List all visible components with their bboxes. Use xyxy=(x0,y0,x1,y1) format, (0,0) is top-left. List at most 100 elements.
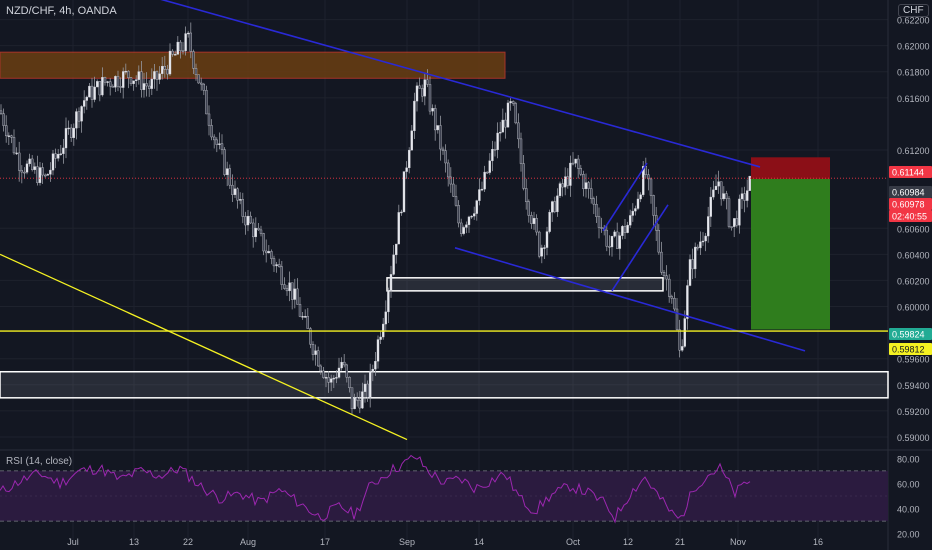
candle-up xyxy=(436,125,439,131)
candle-up xyxy=(629,215,632,226)
candle-up xyxy=(288,282,291,292)
candle-down xyxy=(220,143,224,150)
zone-box[interactable] xyxy=(386,277,664,292)
candle-up xyxy=(124,70,128,73)
candle-down xyxy=(678,329,681,351)
symbol-label[interactable]: NZD/CHF xyxy=(6,5,54,17)
candle-up xyxy=(275,264,278,267)
time-tick-label: 22 xyxy=(183,537,193,547)
candle-down xyxy=(145,83,148,87)
chart-header: NZD/CHF, 4h, OANDA xyxy=(6,5,117,17)
zone-box[interactable] xyxy=(0,370,889,399)
candle-up xyxy=(38,167,42,183)
price-badge-level xyxy=(889,343,932,355)
zone-target[interactable] xyxy=(751,178,830,330)
candle-up xyxy=(480,188,484,191)
candle-down xyxy=(212,136,216,141)
line-trend[interactable] xyxy=(602,162,648,232)
candle-down xyxy=(54,153,57,159)
zone-supply[interactable] xyxy=(0,51,506,79)
candle-up xyxy=(150,78,154,89)
candle-up xyxy=(631,210,634,216)
candle-down xyxy=(600,227,603,229)
line-support[interactable] xyxy=(0,253,408,441)
candle-up xyxy=(707,216,710,237)
candle-up xyxy=(564,176,567,188)
candle-down xyxy=(291,282,294,300)
time-tick-label: 21 xyxy=(675,537,685,547)
candle-up xyxy=(33,166,36,170)
candle-down xyxy=(426,79,429,85)
candle-down xyxy=(278,264,281,267)
rsi-label[interactable]: RSI (14, close) xyxy=(6,456,73,467)
candle-up xyxy=(363,383,367,392)
candle-down xyxy=(696,246,699,249)
candle-up xyxy=(551,201,554,213)
candle-up xyxy=(496,132,499,150)
candle-up xyxy=(301,316,304,318)
candle-down xyxy=(657,230,660,253)
candle-down xyxy=(356,397,359,401)
candle-up xyxy=(395,243,398,256)
candle-up xyxy=(540,247,543,257)
rsi-pane xyxy=(0,454,888,524)
rsi-series xyxy=(0,454,751,524)
candle-down xyxy=(514,103,517,124)
candle-down xyxy=(270,251,273,259)
candle-down xyxy=(449,176,452,185)
candle-down xyxy=(348,377,351,388)
candle-down xyxy=(283,284,286,289)
line-trend[interactable] xyxy=(611,204,669,292)
candle-down xyxy=(155,71,159,80)
candle-down xyxy=(210,125,213,138)
candle-down xyxy=(561,183,564,188)
timeframe-label[interactable]: 4h xyxy=(59,5,72,17)
candle-down xyxy=(691,259,694,270)
drawing-zones[interactable] xyxy=(0,51,889,399)
candle-down xyxy=(231,184,234,195)
candle-up xyxy=(405,167,408,172)
candle-up xyxy=(415,85,419,102)
candle-up xyxy=(683,318,686,347)
candle-down xyxy=(444,150,447,164)
zone-stop[interactable] xyxy=(751,157,830,179)
candle-up xyxy=(132,80,135,84)
candle-up xyxy=(184,33,187,52)
candle-up xyxy=(379,336,382,340)
separator: , xyxy=(71,5,78,17)
candle-down xyxy=(280,266,283,285)
candle-down xyxy=(223,149,226,175)
candle-down xyxy=(486,171,489,174)
currency-badge[interactable]: CHF xyxy=(898,4,929,17)
candle-down xyxy=(236,188,239,201)
line-trend[interactable] xyxy=(454,247,806,352)
candle-down xyxy=(18,152,21,171)
candle-up xyxy=(293,288,296,300)
rsi-band xyxy=(0,470,888,522)
candle-down xyxy=(205,90,208,115)
candle-down xyxy=(31,158,34,170)
price-tick-label: 0.60000 xyxy=(897,303,930,313)
rsi-tick-label: 20.00 xyxy=(897,530,920,540)
candle-up xyxy=(28,158,31,165)
candle-down xyxy=(345,364,348,378)
candle-down xyxy=(306,316,309,329)
time-tick-label: 14 xyxy=(474,537,484,547)
candle-down xyxy=(538,231,541,257)
price-badge-countdown xyxy=(889,210,932,222)
time-tick-label: 17 xyxy=(320,537,330,547)
candle-down xyxy=(595,203,598,217)
candle-down xyxy=(434,108,437,131)
price-tick-label: 0.62000 xyxy=(897,42,930,52)
candle-down xyxy=(179,41,182,52)
candle-down xyxy=(309,328,312,345)
candle-up xyxy=(64,128,68,149)
candle-up xyxy=(543,247,546,249)
price-tick-label: 0.59000 xyxy=(897,433,930,443)
line-trend[interactable] xyxy=(140,0,761,168)
candle-up xyxy=(688,259,692,286)
candle-up xyxy=(114,76,117,88)
candle-up xyxy=(642,166,645,195)
drawing-lines[interactable] xyxy=(0,0,888,441)
